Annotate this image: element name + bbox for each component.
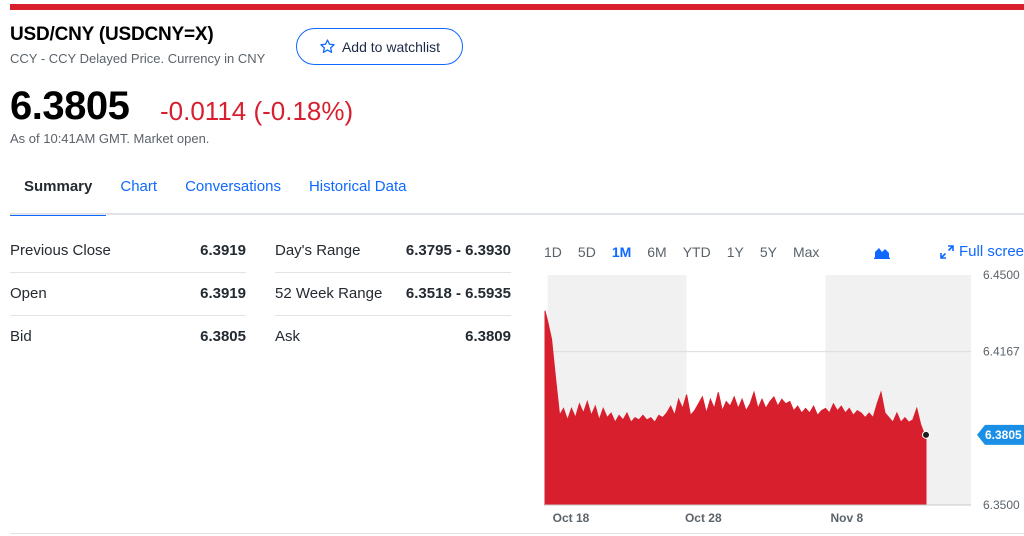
- stat-value-52-week-range: 6.3518 - 6.5935: [405, 285, 511, 302]
- ticker-subtitle: CCY - CCY Delayed Price. Currency in CNY: [10, 51, 266, 66]
- ticker-title: USD/CNY (USDCNY=X): [10, 24, 214, 45]
- stat-row: Day's Range 6.3795 - 6.3930: [275, 230, 511, 273]
- range-5d[interactable]: 5D: [577, 244, 596, 260]
- stat-value-ask: 6.3809: [465, 328, 511, 345]
- tab-summary[interactable]: Summary: [10, 170, 107, 216]
- chart-range-selector: 1D 5D 1M 6M YTD 1Y 5Y Max: [544, 244, 827, 260]
- current-price: 6.3805: [10, 84, 130, 128]
- fullscreen-label: Full scree: [959, 243, 1024, 260]
- brand-accent-bar: [10, 4, 1024, 10]
- y-tick-label: 6.3500: [983, 498, 1020, 512]
- range-max[interactable]: Max: [792, 244, 820, 260]
- quote-tabs: Summary Chart Conversations Historical D…: [10, 170, 420, 216]
- stat-row: Ask 6.3809: [275, 316, 511, 359]
- y-tick-label: 6.4500: [983, 270, 1020, 282]
- tab-chart[interactable]: Chart: [120, 178, 158, 195]
- range-1d[interactable]: 1D: [544, 244, 562, 260]
- stats-table-left: Previous Close 6.3919 Open 6.3919 Bid 6.…: [10, 230, 246, 359]
- price-chart[interactable]: 6.4500 6.4167 6.3500 6.3805 Oct 18 Oct 28 Nov …: [540, 270, 1024, 532]
- price-chart-svg: 6.4500 6.4167 6.3500 6.3805 Oct 18 Oct 28 Nov …: [544, 270, 1024, 525]
- x-tick-label: Oct 18: [553, 511, 590, 525]
- as-of-timestamp: As of 10:41AM GMT. Market open.: [10, 131, 210, 146]
- stat-label-bid: Bid: [10, 328, 32, 345]
- tab-historical-data[interactable]: Historical Data: [308, 178, 407, 195]
- x-tick-label: Nov 8: [830, 511, 863, 525]
- price-change: -0.0114 (-0.18%): [160, 96, 354, 126]
- stat-value-bid: 6.3805: [200, 328, 246, 345]
- stat-label-days-range: Day's Range: [275, 242, 361, 259]
- stat-row: Bid 6.3805: [10, 316, 246, 359]
- stats-table-right: Day's Range 6.3795 - 6.3930 52 Week Rang…: [275, 230, 511, 359]
- add-to-watchlist-label: Add to watchlist: [341, 38, 441, 55]
- stat-label-52-week-range: 52 Week Range: [275, 285, 383, 302]
- y-tick-label: 6.4167: [983, 345, 1020, 359]
- area-chart-icon[interactable]: [874, 245, 890, 259]
- add-to-watchlist-button[interactable]: Add to watchlist: [296, 28, 463, 65]
- stat-value-days-range: 6.3795 - 6.3930: [405, 242, 511, 259]
- stat-row: 52 Week Range 6.3518 - 6.5935: [275, 273, 511, 316]
- expand-icon: [940, 244, 954, 259]
- current-price-flag: [977, 424, 1024, 445]
- tab-conversations[interactable]: Conversations: [185, 178, 281, 195]
- bottom-divider: [10, 533, 1024, 534]
- stat-row: Open 6.3919: [10, 273, 246, 316]
- range-5y[interactable]: 5Y: [759, 244, 777, 260]
- current-price-point: [922, 430, 931, 439]
- stat-label-open: Open: [10, 285, 47, 302]
- current-price-label: 6.3805: [985, 428, 1022, 442]
- range-ytd[interactable]: YTD: [682, 244, 711, 260]
- tabs-divider: [10, 213, 434, 215]
- stat-value-open: 6.3919: [200, 285, 246, 302]
- stat-label-previous-close: Previous Close: [10, 242, 111, 259]
- price-area-series: [544, 310, 927, 506]
- stat-label-ask: Ask: [275, 328, 301, 345]
- tabs-divider-right: [434, 213, 1024, 215]
- range-1m[interactable]: 1M: [611, 244, 632, 260]
- range-6m[interactable]: 6M: [647, 244, 667, 260]
- stat-row: Previous Close 6.3919: [10, 230, 246, 273]
- star-icon: [320, 39, 335, 54]
- range-1y[interactable]: 1Y: [726, 244, 744, 260]
- fullscreen-button[interactable]: Full scree: [940, 243, 1024, 260]
- x-tick-label: Oct 28: [685, 511, 722, 525]
- stat-value-previous-close: 6.3919: [200, 242, 246, 259]
